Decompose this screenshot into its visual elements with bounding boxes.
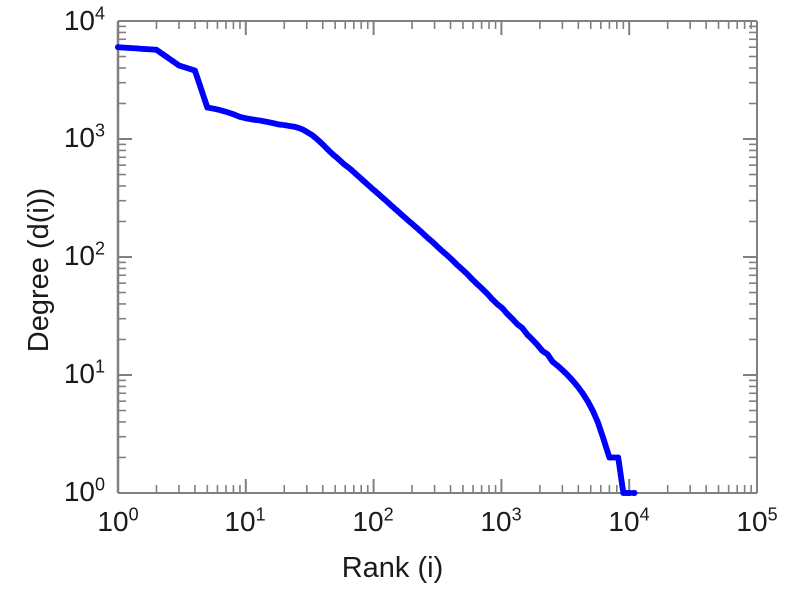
ytick-label-3: 103 bbox=[63, 120, 105, 153]
x-axis-title: Rank (i) bbox=[341, 552, 444, 584]
xtick-label-0: 100 bbox=[97, 504, 139, 537]
ytick-label-1: 101 bbox=[63, 356, 105, 389]
ytick-label-2: 102 bbox=[63, 238, 105, 271]
data-series-markers bbox=[115, 44, 638, 496]
xtick-label-1: 101 bbox=[224, 504, 266, 537]
axis-ticks bbox=[117, 20, 758, 494]
xtick-label-3: 103 bbox=[480, 504, 522, 537]
ytick-label-0: 100 bbox=[63, 474, 105, 507]
ytick-label-4: 104 bbox=[63, 3, 105, 36]
xtick-label-2: 102 bbox=[352, 504, 394, 537]
xtick-label-5: 105 bbox=[736, 504, 778, 537]
axes-box bbox=[116, 20, 758, 494]
xtick-label-4: 104 bbox=[608, 504, 650, 537]
